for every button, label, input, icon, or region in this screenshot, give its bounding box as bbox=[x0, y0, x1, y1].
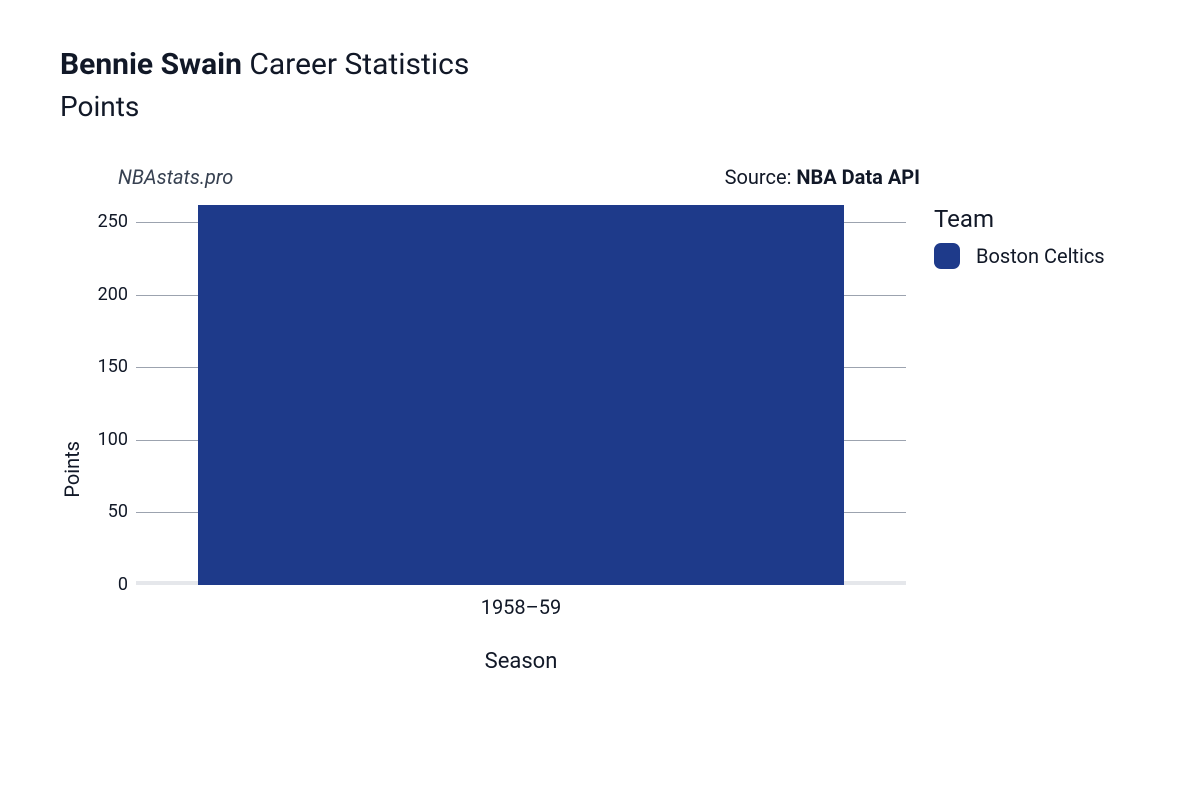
chart-region: NBAstats.pro Source: NBA Data API Points… bbox=[60, 165, 1160, 674]
plot-wrapper: Points 0 50 100 150 200 250 1958–59 Season Te… bbox=[60, 205, 1160, 674]
source-prefix: Source: bbox=[725, 165, 797, 189]
watermark-text: NBAstats.pro bbox=[118, 165, 233, 189]
legend-swatch bbox=[934, 243, 960, 269]
chart-meta-row: NBAstats.pro Source: NBA Data API bbox=[60, 165, 920, 195]
legend-items: Boston Celtics bbox=[934, 243, 1105, 269]
plot-with-ticks: 0 50 100 150 200 250 1958–59 Season bbox=[90, 205, 906, 674]
chart-title: Bennie Swain Career Statistics bbox=[60, 45, 1160, 84]
y-tick-label: 150 bbox=[98, 358, 128, 376]
source-name: NBA Data API bbox=[796, 165, 920, 189]
y-tick-label: 0 bbox=[118, 576, 128, 594]
x-axis-label: Season bbox=[136, 649, 906, 674]
x-axis-ticks: 1958–59 bbox=[136, 595, 906, 619]
y-axis-ticks: 050100150200250 bbox=[90, 205, 136, 585]
legend-title: Team bbox=[934, 205, 1105, 233]
title-suffix: Career Statistics bbox=[242, 47, 469, 82]
y-tick-label: 100 bbox=[98, 431, 128, 449]
y-tick-label: 50 bbox=[108, 503, 128, 521]
source-attribution: Source: NBA Data API bbox=[725, 165, 920, 189]
y-tick-label: 250 bbox=[98, 213, 128, 231]
bar bbox=[198, 205, 845, 585]
plot-column: 1958–59 Season bbox=[136, 205, 906, 674]
legend-item: Boston Celtics bbox=[934, 243, 1105, 269]
title-player-name: Bennie Swain bbox=[60, 47, 242, 82]
x-tick-label: 1958–59 bbox=[481, 595, 562, 619]
chart-subtitle: Points bbox=[60, 90, 1160, 123]
legend: Team Boston Celtics bbox=[934, 205, 1105, 269]
legend-label: Boston Celtics bbox=[976, 244, 1105, 268]
y-axis-label: Points bbox=[60, 381, 84, 498]
y-tick-label: 200 bbox=[98, 286, 128, 304]
plot-area bbox=[136, 205, 906, 585]
chart-header: Bennie Swain Career Statistics Points bbox=[60, 45, 1160, 123]
